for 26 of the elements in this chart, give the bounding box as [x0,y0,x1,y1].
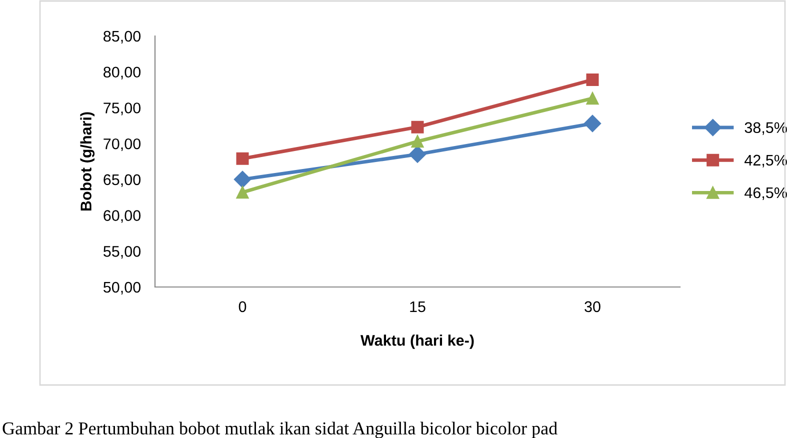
x-tick-label: 0 [238,301,246,312]
point [586,92,599,105]
y-tick-label: 65,00 [104,174,141,187]
x-tick-label: 30 [584,301,600,312]
x-tick-label: 15 [410,301,426,312]
point [586,73,599,86]
y-tick-label: 70,00 [104,138,141,152]
legend-label: 46,5% [744,187,787,200]
y-tick-label: 85,00 [104,30,141,44]
point [411,135,424,148]
point [408,146,426,163]
text: Gambar 2 Pertumbuhan bobot mutlak ikan sidat Anguilla bicolor bicolor pad [2,422,558,438]
point [236,186,249,199]
point [234,170,252,188]
legend-label: 42,5% [744,154,787,168]
y-tick-label: 75,00 [104,102,141,116]
y-tick-label: 50,00 [103,282,141,294]
x-axis-title: Waktu (hari ke-) [360,334,474,349]
point [584,114,602,132]
y-tick-label: 55,00 [103,246,141,259]
y-tick-label: 80,00 [104,66,141,80]
point [236,152,249,165]
y-axis-title: Bobot (g/hari) [80,112,95,211]
legend-label: 38,5% [744,122,787,135]
y-tick-label: 60,00 [104,210,141,223]
point [411,120,424,134]
